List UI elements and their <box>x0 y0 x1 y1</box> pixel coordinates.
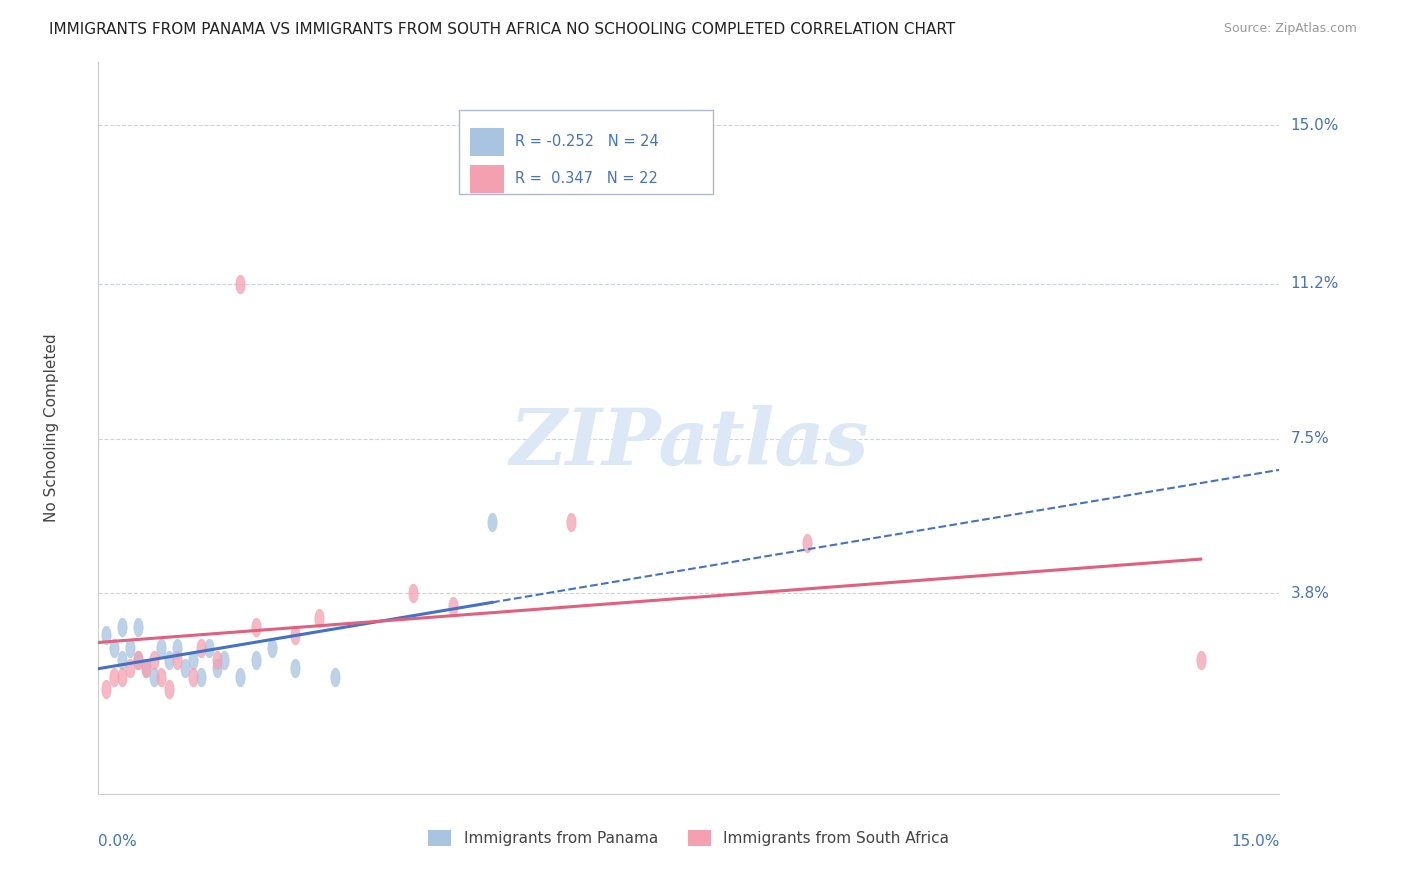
Point <box>205 661 228 675</box>
Text: 3.8%: 3.8% <box>1291 586 1330 600</box>
Point <box>308 611 330 625</box>
Point <box>127 620 149 634</box>
Point <box>260 640 283 655</box>
Text: Source: ZipAtlas.com: Source: ZipAtlas.com <box>1223 22 1357 36</box>
Point <box>127 653 149 667</box>
Point <box>111 620 134 634</box>
Point <box>150 670 173 684</box>
Text: 7.5%: 7.5% <box>1291 431 1329 446</box>
Point <box>229 670 252 684</box>
Point <box>166 640 188 655</box>
Legend: Immigrants from Panama, Immigrants from South Africa: Immigrants from Panama, Immigrants from … <box>422 824 956 852</box>
Point <box>150 640 173 655</box>
FancyBboxPatch shape <box>471 165 503 193</box>
Point <box>96 628 118 642</box>
Point <box>166 653 188 667</box>
Point <box>157 682 180 697</box>
Text: 15.0%: 15.0% <box>1291 118 1339 133</box>
Point <box>284 661 307 675</box>
Text: R = -0.252   N = 24: R = -0.252 N = 24 <box>516 135 659 150</box>
Point <box>118 640 141 655</box>
Text: 11.2%: 11.2% <box>1291 277 1339 292</box>
FancyBboxPatch shape <box>471 128 503 156</box>
Point <box>111 653 134 667</box>
Point <box>560 515 582 529</box>
Point <box>103 640 125 655</box>
Text: 0.0%: 0.0% <box>98 834 138 849</box>
FancyBboxPatch shape <box>458 110 713 194</box>
Text: No Schooling Completed: No Schooling Completed <box>44 334 59 523</box>
Point <box>214 653 236 667</box>
Point <box>284 628 307 642</box>
Point <box>229 277 252 291</box>
Text: R =  0.347   N = 22: R = 0.347 N = 22 <box>516 171 658 186</box>
Point <box>441 599 464 613</box>
Point <box>205 653 228 667</box>
Point <box>135 661 157 675</box>
Text: ZIPatlas: ZIPatlas <box>509 405 869 481</box>
Point <box>197 640 219 655</box>
Point <box>135 661 157 675</box>
Point <box>142 653 165 667</box>
Point <box>142 670 165 684</box>
Text: IMMIGRANTS FROM PANAMA VS IMMIGRANTS FROM SOUTH AFRICA NO SCHOOLING COMPLETED CO: IMMIGRANTS FROM PANAMA VS IMMIGRANTS FRO… <box>49 22 956 37</box>
Text: 15.0%: 15.0% <box>1232 834 1279 849</box>
Point <box>127 653 149 667</box>
Point <box>174 661 197 675</box>
Point <box>245 653 267 667</box>
Point <box>103 670 125 684</box>
Point <box>181 653 204 667</box>
Point <box>157 653 180 667</box>
Point <box>111 670 134 684</box>
Point <box>1189 653 1212 667</box>
Point <box>96 682 118 697</box>
Point <box>323 670 346 684</box>
Point <box>481 515 503 529</box>
Point <box>245 620 267 634</box>
Point <box>181 670 204 684</box>
Point <box>190 670 212 684</box>
Point <box>190 640 212 655</box>
Point <box>796 536 818 550</box>
Point <box>402 586 425 600</box>
Point <box>118 661 141 675</box>
